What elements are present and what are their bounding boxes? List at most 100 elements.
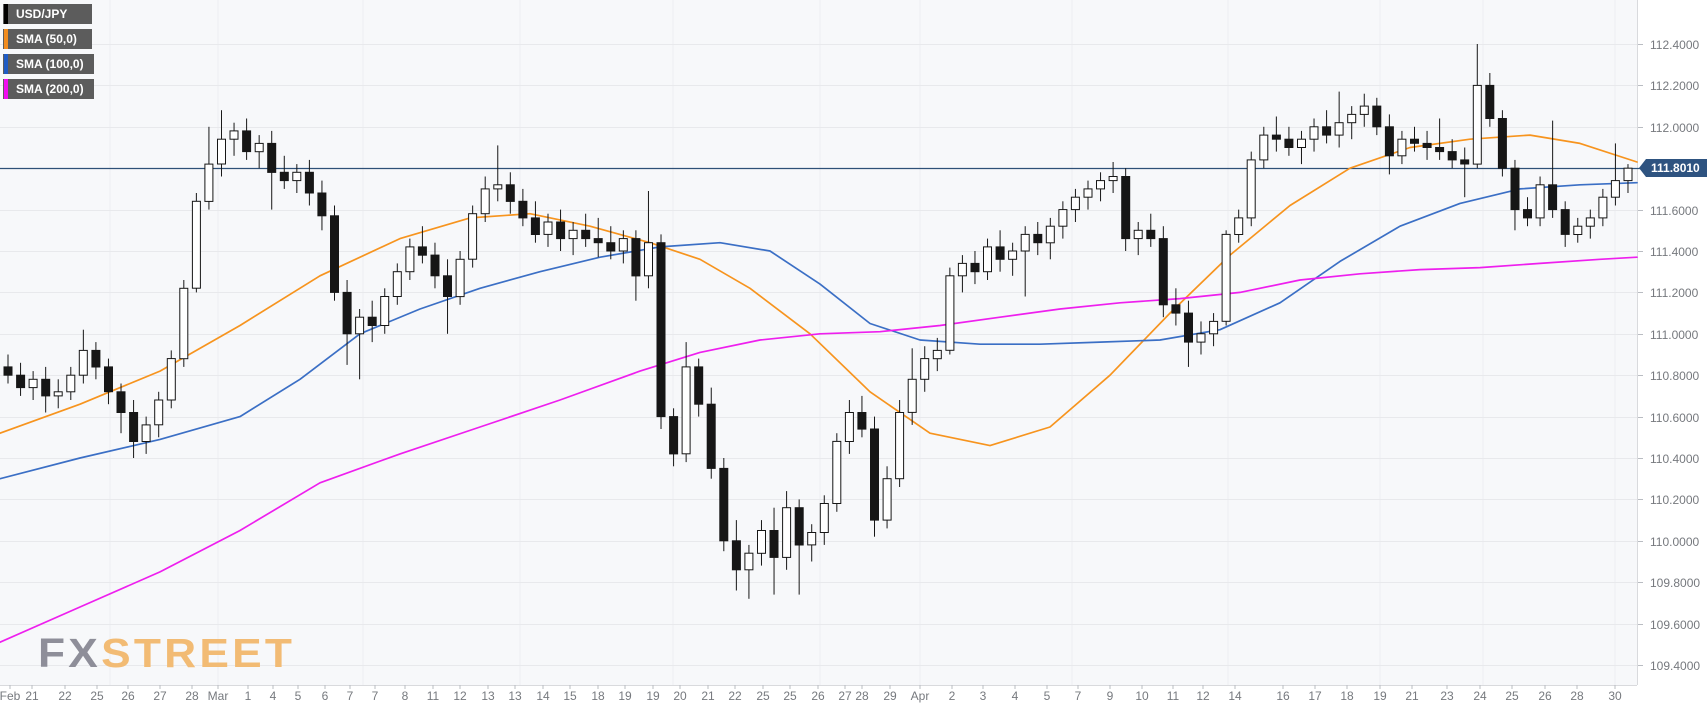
date-axis-label: 18 <box>1340 689 1354 703</box>
candle <box>1497 110 1507 177</box>
candle <box>304 159 314 206</box>
date-axis-label: 28 <box>185 689 199 703</box>
date-axis-label: 11 <box>426 689 440 703</box>
sma200-line <box>0 256 1638 644</box>
candle <box>1070 188 1080 222</box>
legend-sma100-label: SMA (100,0) <box>16 57 84 71</box>
candle <box>1209 313 1219 347</box>
candle <box>417 226 427 264</box>
sma100-line <box>0 181 1638 480</box>
candle <box>493 145 503 202</box>
candle <box>1221 230 1231 326</box>
candle <box>1523 197 1532 227</box>
candle <box>757 520 766 566</box>
candle <box>1334 91 1344 148</box>
fxstreet-watermark-street: STREET <box>101 630 296 676</box>
candle <box>907 348 917 425</box>
date-axis-label: 21 <box>701 689 715 703</box>
date-axis-label: 3 <box>979 689 987 703</box>
candle <box>593 217 603 258</box>
date-axis-label: 5 <box>294 689 302 703</box>
candle <box>1309 118 1319 152</box>
candle <box>1121 168 1131 251</box>
price-axis-label: 111.0000 <box>1650 327 1699 342</box>
candle <box>870 416 879 537</box>
candle <box>443 259 452 334</box>
candle <box>330 205 339 301</box>
candle <box>606 226 616 260</box>
candle <box>1284 126 1294 156</box>
candle <box>1384 114 1394 175</box>
candle <box>970 251 980 285</box>
date-axis-label: 19 <box>1373 689 1387 703</box>
candle <box>1322 110 1332 144</box>
candle <box>1297 130 1306 165</box>
date-axis-label: 14 <box>536 689 550 703</box>
candle <box>1045 217 1055 260</box>
date-axis-ticks <box>9 685 1616 689</box>
candle <box>1058 201 1068 239</box>
candle <box>66 366 76 400</box>
legend-instrument[interactable]: USD/JPY <box>3 4 92 24</box>
candle <box>1560 201 1570 247</box>
date-axis-label: 13 <box>481 689 495 703</box>
date-axis-label: 6 <box>321 689 329 703</box>
candle <box>1359 93 1369 127</box>
candle <box>254 135 264 169</box>
date-axis-label: 7 <box>371 689 379 703</box>
horizontal-gridlines <box>0 44 1643 666</box>
candle <box>1158 226 1168 318</box>
date-axis-label: 15 <box>563 689 577 703</box>
date-axis-label: 10 <box>1135 689 1149 703</box>
price-axis-label: 112.0000 <box>1650 120 1700 135</box>
candle <box>292 164 302 193</box>
date-axis-label: 19 <box>618 689 632 703</box>
candle <box>731 520 741 591</box>
candle <box>342 280 352 365</box>
date-axis-label: 5 <box>1043 689 1051 703</box>
candle <box>1623 164 1633 193</box>
candle <box>530 201 540 243</box>
price-axis-label: 110.2000 <box>1650 492 1700 507</box>
date-axis-label: 26 <box>811 689 825 703</box>
candle <box>78 329 88 384</box>
candle <box>719 458 729 552</box>
candle <box>380 288 390 334</box>
candle <box>505 172 515 214</box>
sma200-color-swatch <box>4 79 8 99</box>
candle <box>28 371 38 400</box>
candle <box>882 466 892 529</box>
legend-sma100[interactable]: SMA (100,0) <box>3 54 94 74</box>
legend-sma50[interactable]: SMA (50,0) <box>3 29 92 49</box>
candle <box>355 309 365 380</box>
candle <box>1033 222 1043 256</box>
candle <box>983 238 992 280</box>
price-axis-label: 111.6000 <box>1650 203 1699 218</box>
candle <box>794 499 804 595</box>
legend-sma200[interactable]: SMA (200,0) <box>3 79 94 99</box>
candle <box>166 350 176 409</box>
candle <box>204 126 214 210</box>
last-price-label: 111.8010 <box>1639 159 1707 177</box>
candle <box>1422 130 1432 160</box>
candle <box>807 524 817 562</box>
candle <box>744 544 754 599</box>
candle <box>367 300 377 343</box>
date-axis-label: 13 <box>508 689 522 703</box>
date-axis-label: 27 <box>153 689 167 703</box>
sma100-color-swatch <box>4 54 8 74</box>
candle <box>1008 242 1018 276</box>
candle <box>1435 118 1445 160</box>
candle <box>618 230 628 264</box>
date-axis-label: 12 <box>1196 689 1210 703</box>
date-axis-label: 12 <box>453 689 467 703</box>
candle <box>706 387 716 479</box>
candle <box>1171 288 1181 326</box>
candle <box>41 366 51 413</box>
date-axis-label: 30 <box>1608 689 1622 703</box>
candle <box>104 358 113 405</box>
candle <box>430 242 440 289</box>
price-axis-label: 109.8000 <box>1650 575 1701 590</box>
candle <box>1196 321 1206 355</box>
